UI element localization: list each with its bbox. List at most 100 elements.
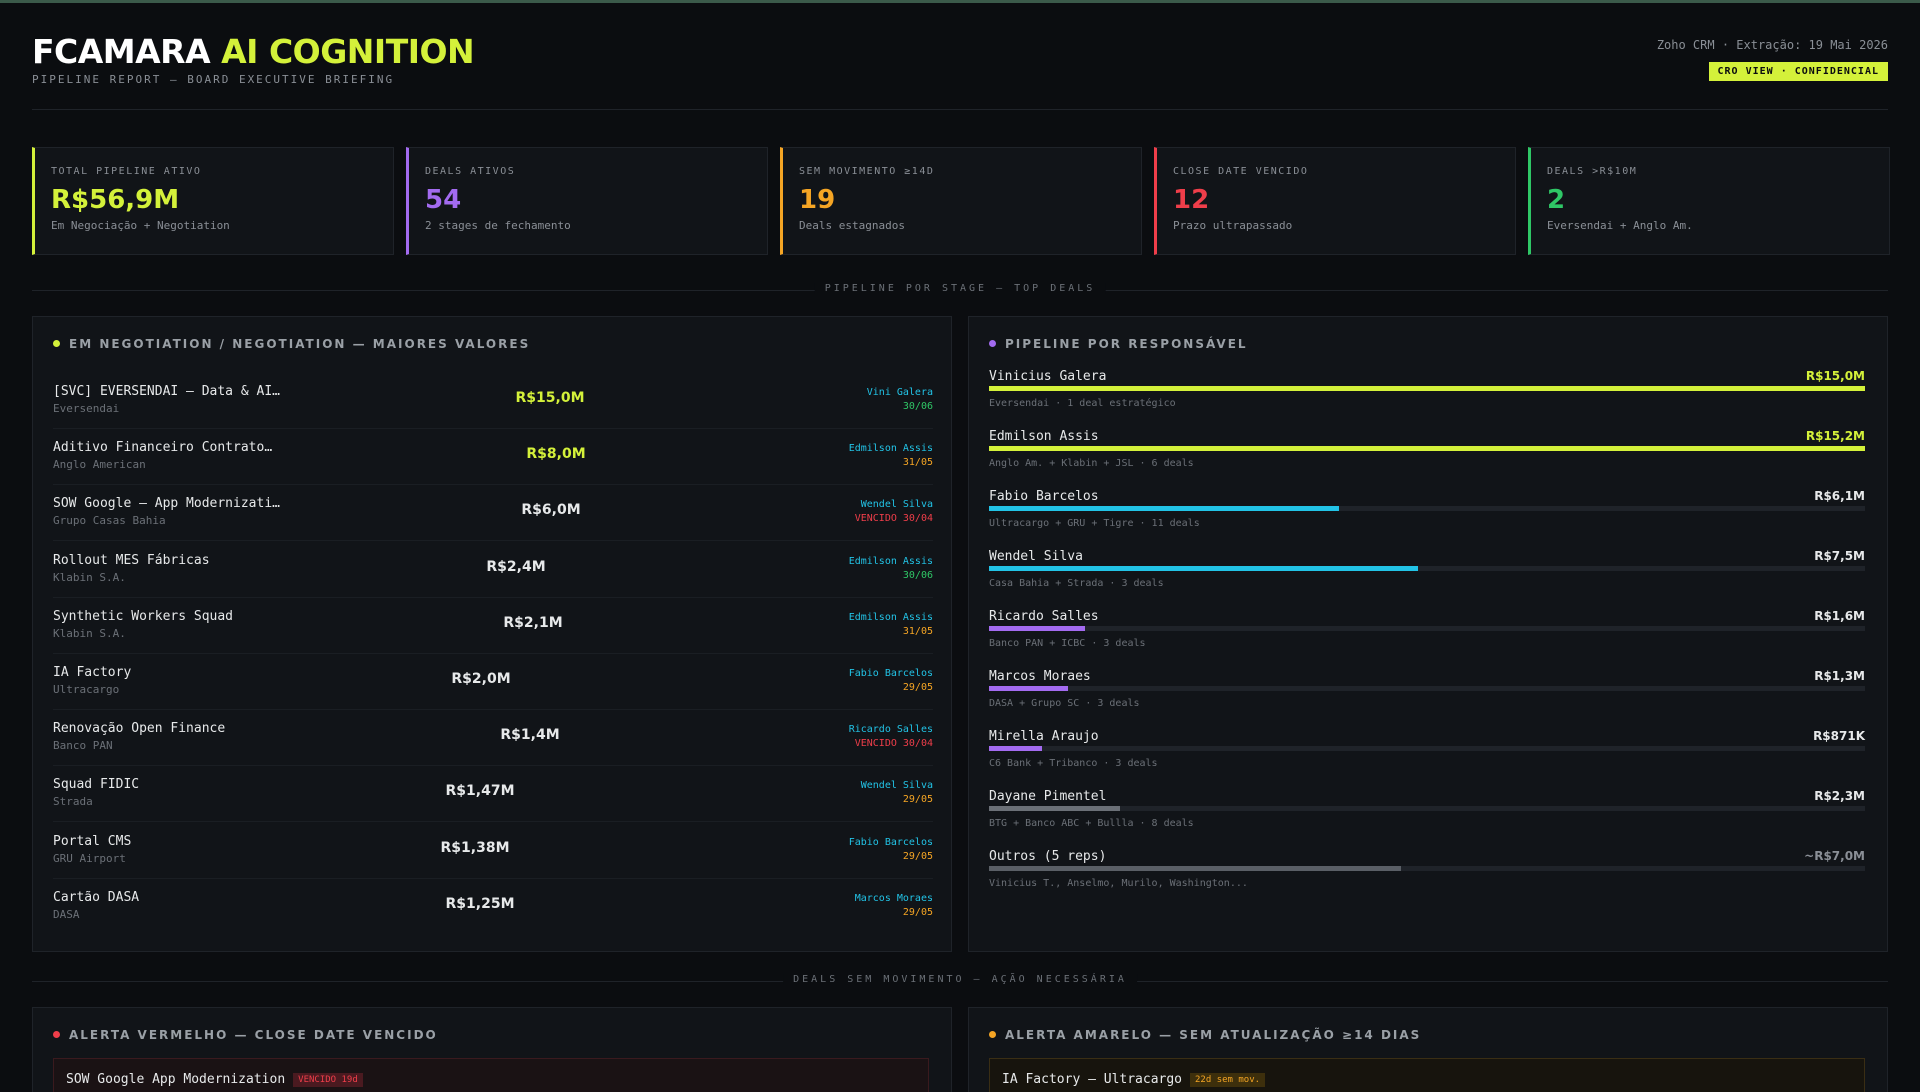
stale-badge: 22d sem mov. bbox=[1190, 1073, 1266, 1087]
deal-value: R$2,4M bbox=[486, 558, 546, 575]
deal-client: Banco PAN bbox=[53, 739, 113, 753]
owner-value: R$1,3M bbox=[1814, 669, 1865, 683]
deal-client: DASA bbox=[53, 907, 80, 921]
kpi-value: R$56,9M bbox=[51, 185, 180, 215]
deal-client: Strada bbox=[53, 795, 93, 809]
deal-client: Anglo American bbox=[53, 458, 146, 472]
owner-row[interactable]: Mirella Araujo R$871K C6 Bank + Tribanco ·… bbox=[989, 729, 1865, 789]
deal-client: Klabin S.A. bbox=[53, 570, 126, 584]
status-dot-icon bbox=[989, 340, 996, 347]
deal-value: R$2,0M bbox=[451, 671, 511, 687]
deal-owner: Fabio Barcelos bbox=[848, 668, 933, 679]
panel-title-text: PIPELINE POR RESPONSÁVEL bbox=[1005, 337, 1248, 351]
deal-close-date: 31/05 bbox=[902, 625, 933, 637]
brand-primary: FCAMARA bbox=[32, 32, 211, 71]
alert-item-text: SOW Google App Modernization bbox=[66, 1072, 286, 1087]
brand-title: FCAMARA AI COGNITION bbox=[32, 32, 475, 71]
owner-value: ~R$7,0M bbox=[1804, 849, 1865, 863]
deal-close-date: 29/05 bbox=[902, 794, 933, 806]
owner-bar-track bbox=[989, 806, 1865, 811]
deal-owner: Edmilson Assis bbox=[848, 555, 933, 567]
owner-bar-track bbox=[989, 866, 1865, 871]
section-title: DEALS SEM MOVIMENTO — AÇÃO NECESSÁRIA bbox=[783, 974, 1137, 985]
deal-row[interactable]: Rollout MES Fábricas Klabin S.A. R$2,4M Edm… bbox=[53, 542, 933, 598]
kpi-value: 2 bbox=[1547, 185, 1566, 215]
owner-row[interactable]: Edmilson Assis R$15,2M Anglo Am. + Klabin … bbox=[989, 429, 1865, 489]
owner-bar-fill bbox=[989, 746, 1042, 751]
owner-value: R$6,1M bbox=[1814, 489, 1865, 503]
deal-close-date: 30/06 bbox=[902, 569, 933, 581]
owner-bar-track bbox=[989, 626, 1865, 631]
report-container: FCAMARA AI COGNITION PIPELINE REPORT — B… bbox=[32, 0, 1890, 1092]
deal-owner: Ricardo Salles bbox=[848, 724, 933, 736]
deal-row[interactable]: Cartão DASA DASA R$1,25M Marcos Moraes 29/05 bbox=[53, 879, 933, 935]
panel-title: ALERTA AMARELO — SEM ATUALIZAÇÃO ≥14 DIA… bbox=[989, 1028, 1421, 1042]
owner-name: Ricardo Salles bbox=[989, 609, 1099, 624]
deal-row[interactable]: [SVC] EVERSENDAI – Data & AI… Eversendai R… bbox=[53, 373, 933, 429]
owner-row[interactable]: Vinicius Galera R$15,0M Eversendai · 1 dea… bbox=[989, 369, 1865, 429]
kpi-big-deals: DEALS >R$10M 2 Eversendai + Anglo Am. bbox=[1528, 147, 1890, 255]
deal-close-date: 29/05 bbox=[902, 850, 933, 862]
deal-row[interactable]: Synthetic Workers Squad Klabin S.A. R$2,1M… bbox=[53, 598, 933, 654]
report-subtitle: PIPELINE REPORT — BOARD EXECUTIVE BRIEFI… bbox=[32, 73, 395, 86]
deal-owner: Edmilson Assis bbox=[848, 443, 933, 455]
deal-row[interactable]: Renovação Open Finance Banco PAN R$1,4M Ric… bbox=[53, 710, 933, 767]
deal-client: GRU Airport bbox=[53, 851, 126, 865]
owner-bar-track bbox=[989, 686, 1865, 691]
deal-row[interactable]: Aditivo Financeiro Contrato… Anglo Americ… bbox=[53, 429, 933, 486]
owner-detail: Vinicius T., Anselmo, Murilo, Washington… bbox=[989, 878, 1248, 889]
owner-detail: Banco PAN + ICBC · 3 deals bbox=[989, 638, 1146, 649]
kpi-value: 54 bbox=[425, 185, 462, 215]
owner-bar-fill bbox=[989, 806, 1121, 811]
kpi-value: 12 bbox=[1173, 185, 1210, 215]
owner-value: R$871K bbox=[1813, 729, 1865, 743]
deal-name: Cartão DASA bbox=[53, 889, 140, 905]
deal-name: IA Factory bbox=[53, 665, 132, 680]
deal-row[interactable]: Portal CMS GRU Airport R$1,38M Fabio Barcel… bbox=[53, 823, 933, 879]
deal-name: Aditivo Financeiro Contrato… bbox=[53, 440, 273, 456]
deal-value: R$1,38M bbox=[440, 839, 510, 856]
alert-item-name: SOW Google App Modernization VENCIDO 19d bbox=[66, 1072, 363, 1087]
owner-bar-fill bbox=[989, 566, 1419, 571]
owner-bar-fill bbox=[989, 446, 1865, 451]
owner-bar-track bbox=[989, 746, 1865, 751]
owner-detail: Ultracargo + GRU + Tigre · 11 deals bbox=[989, 518, 1200, 529]
owner-bar-fill bbox=[989, 626, 1086, 631]
deal-close-date: 31/05 bbox=[902, 457, 933, 469]
owner-row[interactable]: Dayane Pimentel R$2,3M BTG + Banco ABC + B… bbox=[989, 789, 1865, 849]
deal-value: R$6,0M bbox=[521, 502, 581, 519]
panel-title: ALERTA VERMELHO — CLOSE DATE VENCIDO bbox=[53, 1028, 438, 1042]
deal-close-date: VENCIDO 30/04 bbox=[854, 738, 933, 750]
alert-item[interactable]: IA Factory — Ultracargo 22d sem mov. bbox=[989, 1058, 1865, 1092]
owner-row[interactable]: Ricardo Salles R$1,6M Banco PAN + ICBC · 3… bbox=[989, 609, 1865, 669]
owner-row[interactable]: Marcos Moraes R$1,3M DASA + Grupo SC · 3 d… bbox=[989, 669, 1865, 729]
owner-detail: Anglo Am. + Klabin + JSL · 6 deals bbox=[989, 458, 1194, 469]
deal-row[interactable]: Squad FIDIC Strada R$1,47M Wendel Silva 29/0… bbox=[53, 766, 933, 823]
deal-close-date: VENCIDO 30/04 bbox=[854, 513, 933, 525]
deal-row[interactable]: SOW Google – App Modernizati… Grupo Casas… bbox=[53, 485, 933, 542]
owner-row[interactable]: Outros (5 reps) ~R$7,0M Vinicius T., Ansel… bbox=[989, 849, 1865, 909]
owner-name: Outros (5 reps) bbox=[989, 849, 1107, 864]
owner-row[interactable]: Fabio Barcelos R$6,1M Ultracargo + GRU + T… bbox=[989, 489, 1865, 549]
owner-row[interactable]: Wendel Silva R$7,5M Casa Bahia + Strada · … bbox=[989, 549, 1865, 609]
kpi-sub: Em Negociação + Negotiation bbox=[51, 219, 230, 232]
kpi-overdue-close: CLOSE DATE VENCIDO 12 Prazo ultrapassado bbox=[1154, 147, 1516, 255]
deal-owner: Wendel Silva bbox=[860, 780, 933, 792]
owner-value: R$2,3M bbox=[1814, 789, 1865, 803]
deal-name: [SVC] EVERSENDAI – Data & AI… bbox=[53, 384, 280, 399]
owner-detail: BTG + Banco ABC + Bullla · 8 deals bbox=[989, 818, 1194, 829]
owner-name: Vinicius Galera bbox=[989, 369, 1107, 384]
deal-close-date: 29/05 bbox=[902, 682, 933, 693]
alert-item-name: IA Factory — Ultracargo 22d sem mov. bbox=[1002, 1072, 1266, 1087]
deal-row[interactable]: IA Factory Ultracargo R$2,0M Fabio Barcelos… bbox=[53, 654, 933, 710]
owner-bar-track bbox=[989, 386, 1865, 391]
owner-bar-track bbox=[989, 506, 1865, 511]
deal-owner: Wendel Silva bbox=[860, 499, 933, 511]
alert-item[interactable]: SOW Google App Modernization VENCIDO 19d bbox=[53, 1058, 929, 1092]
panel-title-text: ALERTA VERMELHO — CLOSE DATE VENCIDO bbox=[69, 1028, 438, 1042]
status-dot-icon bbox=[53, 1031, 60, 1038]
owners-panel: PIPELINE POR RESPONSÁVEL Vinicius Galera… bbox=[968, 316, 1888, 952]
brand-accent: AI COGNITION bbox=[221, 32, 475, 71]
kpi-sub: 2 stages de fechamento bbox=[425, 219, 571, 232]
kpi-label: TOTAL PIPELINE ATIVO bbox=[51, 166, 202, 177]
